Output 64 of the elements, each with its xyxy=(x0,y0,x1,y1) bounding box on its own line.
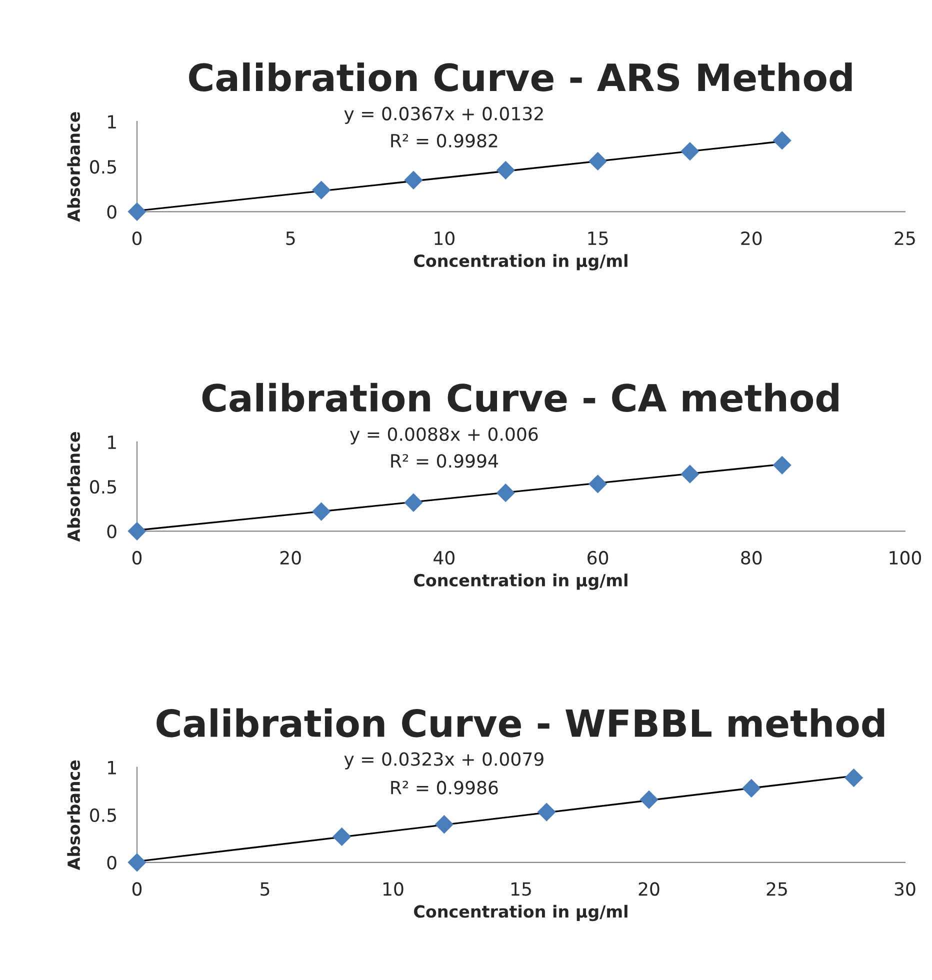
point xyxy=(640,790,658,809)
point xyxy=(128,202,146,221)
point xyxy=(404,493,423,512)
point xyxy=(844,768,864,788)
x-axis-title: Concentration in µg/ml xyxy=(414,574,628,590)
x-tick-label: 40 xyxy=(434,550,454,565)
x-tick-label: 100 xyxy=(890,550,922,565)
point xyxy=(128,853,146,872)
y-axis-title: Absorbance xyxy=(67,432,80,542)
y-tick-label: 0.5 xyxy=(90,480,116,494)
y-tick-label: 0 xyxy=(107,524,116,538)
x-tick-label: 80 xyxy=(741,550,762,565)
x-tick-label: 10 xyxy=(434,231,454,246)
x-tick-label: 20 xyxy=(638,882,660,896)
x-tick-label: 10 xyxy=(383,882,404,896)
annotation: y = 0.0088x + 0.006 xyxy=(350,427,538,444)
y-tick-label: 1 xyxy=(108,115,116,128)
y-axis-title: Absorbance xyxy=(67,112,80,222)
x-tick-label: 15 xyxy=(511,882,531,896)
point xyxy=(772,456,792,474)
x-axis-title: Concentration in µg/ml xyxy=(414,254,628,270)
point xyxy=(404,170,423,190)
y-tick-label: 0 xyxy=(107,205,116,219)
point xyxy=(496,160,515,180)
x-tick-label: 5 xyxy=(286,232,295,246)
x-tick-label: 25 xyxy=(766,882,787,896)
x-axis-title: Concentration in µg/ml xyxy=(414,904,628,922)
x-tick-label: 0 xyxy=(132,550,142,565)
x-tick-label: 30 xyxy=(894,882,916,896)
y-tick-label: 0 xyxy=(107,856,116,870)
annotation: R² = 0.9994 xyxy=(391,454,498,468)
point xyxy=(312,502,331,521)
annotation: y = 0.0367x + 0.0132 xyxy=(344,106,543,124)
annotation: R² = 0.9982 xyxy=(391,134,498,148)
x-tick-label: 25 xyxy=(894,231,915,246)
point xyxy=(312,180,331,200)
y-tick-label: 1 xyxy=(108,761,116,774)
chart-title: Calibration Curve - CA method xyxy=(202,382,838,412)
chart-title: Calibration Curve - ARS Method xyxy=(189,62,852,92)
x-tick-label: 60 xyxy=(588,550,608,565)
y-tick-label: 1 xyxy=(108,436,116,449)
point xyxy=(680,142,700,161)
y-tick-label: 0.5 xyxy=(90,160,116,174)
x-tick-label: 20 xyxy=(280,550,301,565)
x-tick-label: 0 xyxy=(132,231,142,246)
x-tick-label: 20 xyxy=(741,231,762,246)
point xyxy=(496,483,515,502)
annotation: R² = 0.9986 xyxy=(391,780,498,794)
point xyxy=(742,778,761,798)
y-tick-label: 0.5 xyxy=(90,808,116,822)
y-axis-title: Absorbance xyxy=(67,760,80,870)
point xyxy=(772,131,792,150)
x-tick-label: 5 xyxy=(260,882,270,896)
annotation: y = 0.0323x + 0.0079 xyxy=(344,752,544,770)
chart-title: Calibration Curve - WFBBL method xyxy=(156,708,884,738)
point xyxy=(588,474,608,494)
point xyxy=(332,827,352,846)
point xyxy=(128,522,146,540)
point xyxy=(588,152,608,171)
x-tick-label: 15 xyxy=(588,232,608,246)
point xyxy=(434,815,454,834)
x-tick-label: 0 xyxy=(132,882,142,896)
point xyxy=(680,464,700,484)
point xyxy=(537,802,556,822)
